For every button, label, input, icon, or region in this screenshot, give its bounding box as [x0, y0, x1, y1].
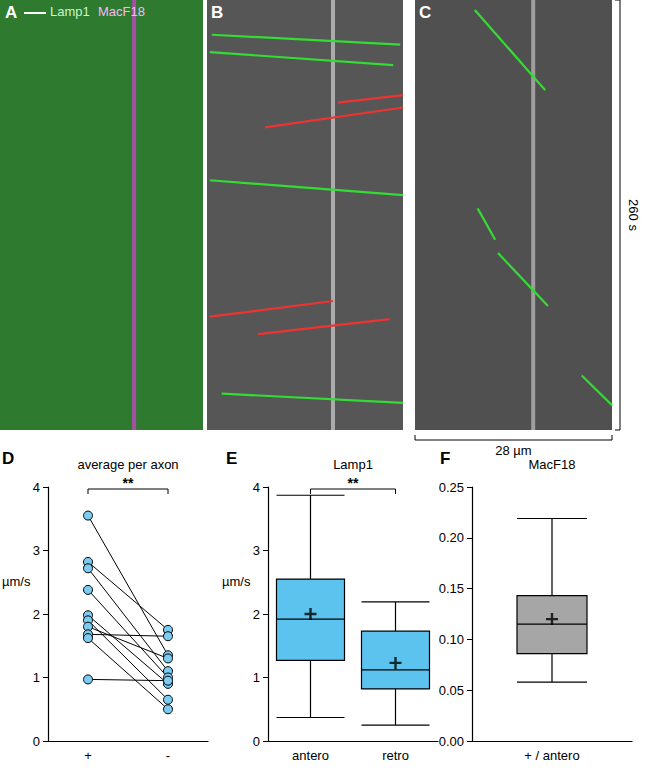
- svg-text:+: +: [84, 748, 92, 763]
- svg-text:average per axon: average per axon: [77, 457, 178, 472]
- svg-text:µm/s: µm/s: [2, 574, 31, 589]
- svg-text:260 s: 260 s: [626, 199, 641, 231]
- svg-text:0.25: 0.25: [439, 480, 464, 495]
- svg-text:D: D: [2, 449, 14, 468]
- svg-text:0.00: 0.00: [439, 734, 464, 749]
- svg-text:**: **: [123, 475, 134, 491]
- svg-text:2: 2: [253, 607, 260, 622]
- svg-text:4: 4: [253, 480, 260, 495]
- svg-text:µm/s: µm/s: [222, 574, 251, 589]
- svg-text:3: 3: [253, 543, 260, 558]
- svg-text:4: 4: [33, 480, 40, 495]
- svg-text:B: B: [211, 3, 223, 22]
- svg-text:Lamp1: Lamp1: [50, 4, 90, 19]
- svg-text:**: **: [348, 475, 359, 491]
- svg-text:MacF18: MacF18: [98, 4, 145, 19]
- svg-text:0: 0: [253, 734, 260, 749]
- svg-text:+ / antero: + / antero: [524, 748, 579, 763]
- svg-text:F: F: [440, 449, 450, 468]
- svg-text:0.15: 0.15: [439, 581, 464, 596]
- svg-text:3: 3: [33, 543, 40, 558]
- svg-text:E: E: [226, 449, 237, 468]
- svg-text:retro: retro: [382, 748, 409, 763]
- svg-text:A: A: [5, 3, 17, 22]
- svg-text:2: 2: [33, 607, 40, 622]
- svg-text:C: C: [419, 3, 431, 22]
- svg-text:28 µm: 28 µm: [495, 443, 531, 458]
- svg-text:antero: antero: [292, 748, 329, 763]
- svg-text:0: 0: [33, 734, 40, 749]
- svg-text:MacF18: MacF18: [529, 457, 576, 472]
- svg-text:1: 1: [33, 670, 40, 685]
- svg-text:1: 1: [253, 670, 260, 685]
- svg-text:0.10: 0.10: [439, 632, 464, 647]
- svg-text:-: -: [166, 748, 170, 763]
- svg-text:0.20: 0.20: [439, 530, 464, 545]
- svg-text:0.05: 0.05: [439, 683, 464, 698]
- svg-text:Lamp1: Lamp1: [333, 457, 373, 472]
